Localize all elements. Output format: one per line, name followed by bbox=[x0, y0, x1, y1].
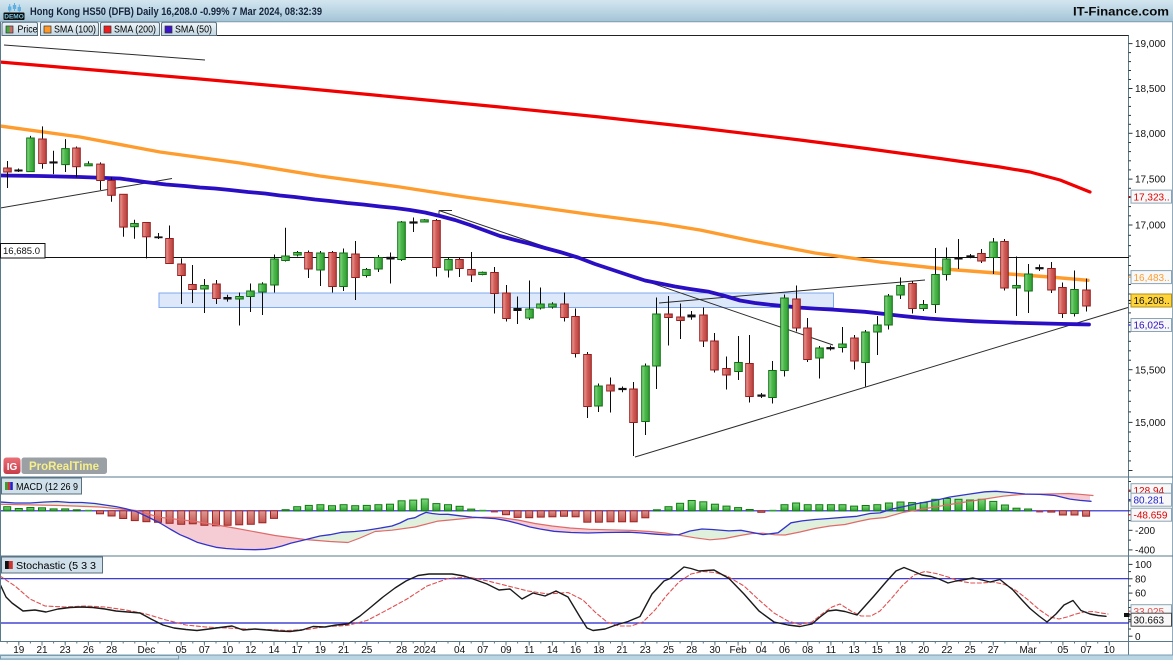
svg-text:05: 05 bbox=[176, 645, 188, 656]
svg-text:12: 12 bbox=[245, 645, 257, 656]
svg-text:18: 18 bbox=[895, 645, 907, 656]
svg-text:11: 11 bbox=[826, 645, 837, 656]
svg-text:21: 21 bbox=[36, 645, 48, 656]
svg-text:25: 25 bbox=[663, 645, 675, 656]
svg-text:Hong Kong HS50 (DFB) Daily 16,: Hong Kong HS50 (DFB) Daily 16,208.0 -0.9… bbox=[30, 6, 322, 18]
svg-text:16,685.0: 16,685.0 bbox=[3, 246, 40, 257]
svg-text:28: 28 bbox=[396, 645, 408, 656]
svg-text:25: 25 bbox=[965, 645, 977, 656]
svg-text:04: 04 bbox=[756, 645, 768, 656]
svg-text:128.94: 128.94 bbox=[1134, 486, 1165, 497]
svg-text:20: 20 bbox=[918, 645, 930, 656]
svg-text:19,000: 19,000 bbox=[1135, 39, 1166, 50]
svg-text:23: 23 bbox=[60, 645, 72, 656]
svg-text:07: 07 bbox=[1081, 645, 1093, 656]
svg-text:18,500: 18,500 bbox=[1135, 84, 1166, 95]
svg-text:19: 19 bbox=[315, 645, 327, 656]
svg-text:25: 25 bbox=[361, 645, 373, 656]
svg-text:MACD (12 26 9: MACD (12 26 9 bbox=[16, 482, 78, 493]
svg-text:15,500: 15,500 bbox=[1135, 365, 1166, 376]
svg-text:Feb: Feb bbox=[729, 645, 747, 656]
svg-text:IG: IG bbox=[7, 462, 18, 473]
svg-text:-200: -200 bbox=[1135, 526, 1155, 537]
svg-text:Mar: Mar bbox=[1019, 645, 1037, 656]
svg-text:23: 23 bbox=[640, 645, 652, 656]
svg-text:19: 19 bbox=[13, 645, 25, 656]
svg-text:ProRealTime: ProRealTime bbox=[29, 461, 99, 473]
svg-text:04: 04 bbox=[454, 645, 466, 656]
svg-text:15: 15 bbox=[872, 645, 884, 656]
svg-text:14: 14 bbox=[268, 645, 280, 656]
svg-text:06: 06 bbox=[779, 645, 791, 656]
svg-text:SMA (200): SMA (200) bbox=[114, 25, 156, 36]
svg-text:28: 28 bbox=[686, 645, 698, 656]
svg-text:60: 60 bbox=[1135, 589, 1147, 600]
svg-text:10: 10 bbox=[222, 645, 234, 656]
svg-text:13: 13 bbox=[849, 645, 861, 656]
svg-text:IT-Finance.com: IT-Finance.com bbox=[1073, 5, 1169, 19]
svg-text:21: 21 bbox=[617, 645, 629, 656]
svg-text:07: 07 bbox=[477, 645, 489, 656]
svg-text:28: 28 bbox=[106, 645, 118, 656]
svg-text:80.281: 80.281 bbox=[1134, 495, 1165, 506]
svg-text:80: 80 bbox=[1135, 574, 1147, 585]
svg-text:11: 11 bbox=[524, 645, 535, 656]
svg-text:09: 09 bbox=[500, 645, 512, 656]
svg-text:05: 05 bbox=[1057, 645, 1069, 656]
svg-text:Price: Price bbox=[18, 25, 38, 36]
svg-text:30: 30 bbox=[709, 645, 721, 656]
svg-text:15,000: 15,000 bbox=[1135, 418, 1166, 429]
svg-text:2024: 2024 bbox=[414, 645, 437, 656]
svg-text:26: 26 bbox=[83, 645, 95, 656]
svg-text:18: 18 bbox=[593, 645, 605, 656]
svg-text:-48.659: -48.659 bbox=[1134, 510, 1168, 521]
svg-text:07: 07 bbox=[199, 645, 211, 656]
svg-text:22: 22 bbox=[941, 645, 953, 656]
svg-text:16: 16 bbox=[570, 645, 582, 656]
svg-text:DEMO: DEMO bbox=[4, 14, 24, 21]
svg-text:17,323..: 17,323.. bbox=[1134, 192, 1170, 203]
svg-text:-400: -400 bbox=[1135, 546, 1155, 557]
svg-text:17: 17 bbox=[292, 645, 304, 656]
svg-text:SMA (50): SMA (50) bbox=[175, 25, 212, 36]
svg-text:16,483..: 16,483.. bbox=[1134, 273, 1170, 284]
svg-text:10: 10 bbox=[1104, 645, 1116, 656]
svg-text:08: 08 bbox=[802, 645, 814, 656]
svg-text:16,208..: 16,208.. bbox=[1134, 296, 1170, 307]
svg-text:21: 21 bbox=[338, 645, 350, 656]
svg-text:30.663: 30.663 bbox=[1134, 615, 1165, 626]
svg-text:Dec: Dec bbox=[138, 645, 156, 656]
svg-text:27: 27 bbox=[988, 645, 1000, 656]
svg-text:16,025..: 16,025.. bbox=[1134, 321, 1170, 332]
svg-text:100: 100 bbox=[1135, 560, 1152, 571]
svg-text:33.025: 33.025 bbox=[1134, 607, 1165, 618]
svg-text:17,000: 17,000 bbox=[1135, 221, 1166, 232]
svg-text:SMA (100): SMA (100) bbox=[54, 25, 96, 36]
svg-text:Stochastic (5 3 3: Stochastic (5 3 3 bbox=[16, 561, 96, 572]
svg-text:0: 0 bbox=[1135, 632, 1141, 643]
svg-text:14: 14 bbox=[547, 645, 559, 656]
svg-text:18,000: 18,000 bbox=[1135, 129, 1166, 140]
svg-text:17,500: 17,500 bbox=[1135, 175, 1166, 186]
